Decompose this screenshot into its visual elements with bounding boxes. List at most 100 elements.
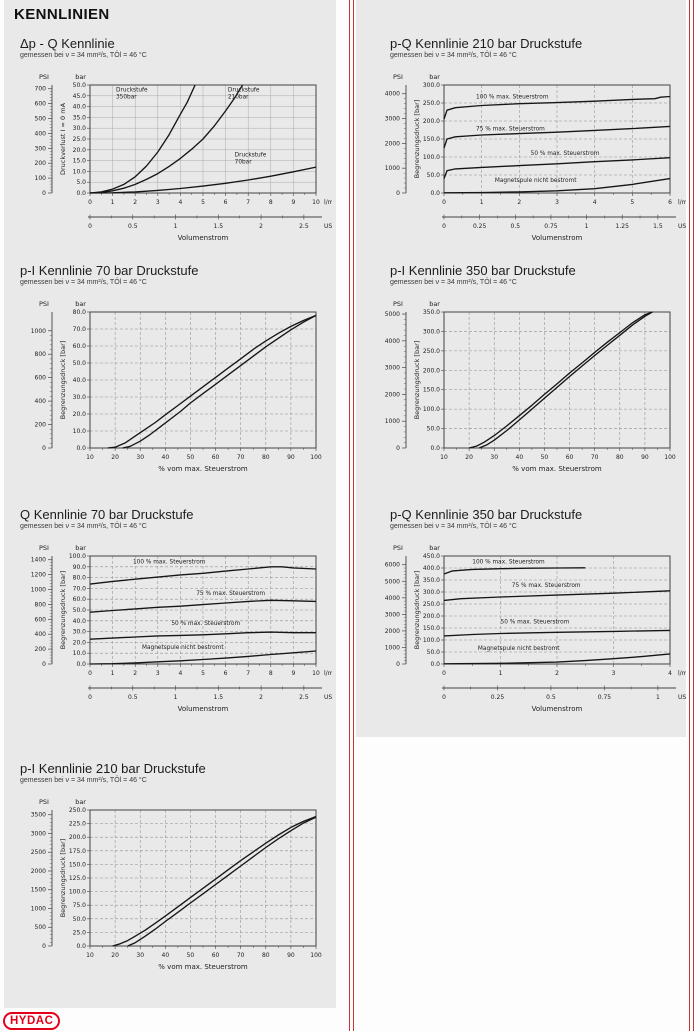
svg-text:4: 4 <box>668 670 672 677</box>
chart-pq-210bar: p-Q Kennlinie 210 bar Druckstufe gemesse… <box>362 36 700 254</box>
svg-text:4000: 4000 <box>385 595 400 602</box>
chart-pi-210bar: p-I Kennlinie 210 bar Druckstufe gemesse… <box>8 761 334 979</box>
svg-text:80: 80 <box>616 454 624 461</box>
chart-plot-pi-210bar: PSI bar 3500 3000 2500 2000 1500 1000 500 0 250.0 2… <box>8 796 334 979</box>
svg-text:30.0: 30.0 <box>73 629 87 636</box>
svg-text:3000: 3000 <box>31 830 46 837</box>
svg-text:800: 800 <box>35 601 47 608</box>
svg-text:0: 0 <box>396 661 400 668</box>
svg-text:3000: 3000 <box>385 116 400 123</box>
svg-text:150.0: 150.0 <box>423 136 440 143</box>
svg-text:0.0: 0.0 <box>76 661 86 668</box>
svg-text:0.25: 0.25 <box>473 223 487 230</box>
svg-text:1000: 1000 <box>31 587 46 594</box>
svg-text:60: 60 <box>212 952 220 959</box>
svg-text:50.0: 50.0 <box>73 360 87 367</box>
page-title: KENNLINIEN <box>14 6 110 23</box>
svg-text:40.0: 40.0 <box>73 618 87 625</box>
svg-text:175.0: 175.0 <box>69 848 86 855</box>
hydac-logo: HYDAC <box>3 1012 61 1030</box>
svg-text:350.0: 350.0 <box>423 309 440 316</box>
svg-text:Magnetspule nicht bestromt: Magnetspule nicht bestromt <box>478 646 560 652</box>
chart-plot-pq-350bar: PSI bar 6000 5000 4000 3000 2000 1000 0 450.0 400.… <box>362 542 700 725</box>
chart-q-70bar: Q Kennlinie 70 bar Druckstufe gemessen b… <box>8 507 348 725</box>
svg-text:0: 0 <box>396 445 400 452</box>
svg-text:l/min: l/min <box>324 670 332 677</box>
svg-text:25.0: 25.0 <box>73 136 87 143</box>
svg-text:60: 60 <box>212 454 220 461</box>
svg-text:1200: 1200 <box>31 572 46 579</box>
svg-text:Begrenzungsdruck [bar]: Begrenzungsdruck [bar] <box>59 839 67 918</box>
svg-text:US gpm: US gpm <box>678 694 686 701</box>
svg-text:1000: 1000 <box>31 328 46 335</box>
svg-text:50: 50 <box>187 952 195 959</box>
svg-text:bar: bar <box>429 73 440 81</box>
svg-text:15.0: 15.0 <box>73 158 87 165</box>
svg-text:50.0: 50.0 <box>73 82 87 89</box>
svg-text:1000: 1000 <box>31 905 46 912</box>
svg-text:7: 7 <box>246 199 250 206</box>
svg-text:50.0: 50.0 <box>427 426 441 433</box>
svg-text:100.0: 100.0 <box>423 406 440 413</box>
svg-text:Druckverlust I = 0 mA: Druckverlust I = 0 mA <box>59 102 67 175</box>
svg-text:600: 600 <box>35 375 47 382</box>
svg-text:200: 200 <box>35 160 47 167</box>
chart-plot-dp-q: PSI bar 700 600 500 400 300 200 100 0 50.0 45.0 40.0… <box>8 71 348 254</box>
svg-text:75.0: 75.0 <box>73 902 87 909</box>
svg-text:10: 10 <box>86 952 94 959</box>
svg-text:2000: 2000 <box>31 868 46 875</box>
svg-text:3: 3 <box>156 670 160 677</box>
svg-text:2: 2 <box>259 223 263 230</box>
svg-text:2: 2 <box>517 199 521 206</box>
svg-text:0.0: 0.0 <box>76 943 86 950</box>
svg-text:1.5: 1.5 <box>214 223 224 230</box>
svg-text:Begrenzungsdruck [bar]: Begrenzungsdruck [bar] <box>59 341 67 420</box>
chart-plot-q-70bar: PSI bar 1400 1200 1000 800 600 400 200 0 100.0 90.0… <box>8 542 348 725</box>
svg-text:5000: 5000 <box>385 311 400 318</box>
svg-text:100 % max. Steuerstrom: 100 % max. Steuerstrom <box>133 560 206 566</box>
svg-text:70: 70 <box>237 454 245 461</box>
svg-text:75 % max. Steuerstrom: 75 % max. Steuerstrom <box>512 583 581 589</box>
svg-text:30: 30 <box>136 454 144 461</box>
svg-text:50 % max. Steuerstrom: 50 % max. Steuerstrom <box>501 620 570 626</box>
svg-text:0.75: 0.75 <box>598 694 612 701</box>
svg-text:9: 9 <box>291 199 295 206</box>
chart-pi-70bar: p-I Kennlinie 70 bar Druckstufe gemessen… <box>8 263 334 481</box>
svg-text:6: 6 <box>668 199 672 206</box>
right-column-panel <box>356 0 686 737</box>
svg-text:US gpm: US gpm <box>324 223 332 230</box>
svg-text:2000: 2000 <box>385 628 400 635</box>
svg-text:1: 1 <box>499 670 503 677</box>
svg-text:250.0: 250.0 <box>423 100 440 107</box>
svg-text:70: 70 <box>591 454 599 461</box>
svg-text:bar: bar <box>75 544 86 552</box>
chart-plot-pq-210bar: PSI bar 4000 3000 2000 1000 0 300.0 250.0 200.0 15… <box>362 71 700 254</box>
svg-text:Volumenstrom: Volumenstrom <box>178 705 229 713</box>
svg-text:100.0: 100.0 <box>69 553 86 560</box>
svg-text:PSI: PSI <box>39 544 49 552</box>
svg-text:Volumenstrom: Volumenstrom <box>178 234 229 242</box>
chart-pi-350bar: p-I Kennlinie 350 bar Druckstufe gemesse… <box>362 263 688 481</box>
svg-text:0.5: 0.5 <box>128 223 138 230</box>
svg-text:90: 90 <box>287 454 295 461</box>
svg-text:6000: 6000 <box>385 562 400 569</box>
svg-text:bar: bar <box>429 544 440 552</box>
svg-text:400.0: 400.0 <box>423 565 440 572</box>
svg-text:100: 100 <box>664 454 676 461</box>
svg-text:1.5: 1.5 <box>653 223 663 230</box>
svg-text:225.0: 225.0 <box>69 821 86 828</box>
svg-text:0: 0 <box>442 670 446 677</box>
svg-text:50: 50 <box>541 454 549 461</box>
svg-text:% vom max. Steuerstrom: % vom max. Steuerstrom <box>512 465 602 473</box>
chart-plot-pi-70bar: PSI bar 1000 800 600 400 200 0 80.0 70.0 60.0 50.0 4… <box>8 298 334 481</box>
svg-text:0: 0 <box>442 199 446 206</box>
svg-text:0.75: 0.75 <box>544 223 558 230</box>
svg-text:bar: bar <box>75 73 86 81</box>
svg-text:450.0: 450.0 <box>423 553 440 560</box>
svg-text:US gpm: US gpm <box>324 694 332 701</box>
svg-text:50.0: 50.0 <box>73 916 87 923</box>
svg-text:70.0: 70.0 <box>73 585 87 592</box>
svg-text:8: 8 <box>269 670 273 677</box>
